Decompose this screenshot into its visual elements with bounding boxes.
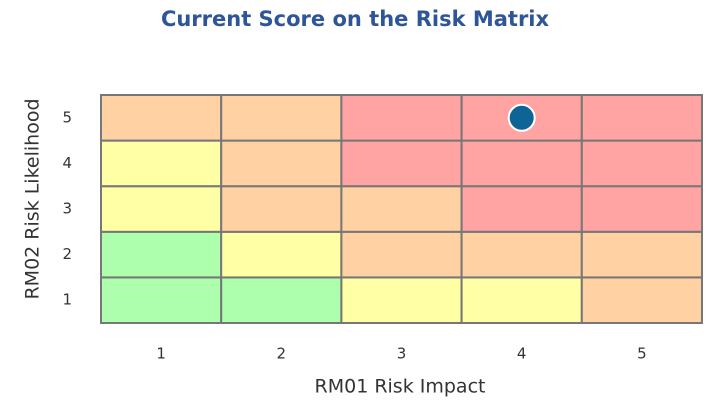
chart-title: Current Score on the Risk Matrix [161,7,550,31]
cell [100,94,223,142]
cell [580,276,703,324]
x-tick-label: 2 [277,345,287,363]
cell [460,276,583,324]
cell [220,230,343,279]
point [507,103,536,132]
cell [220,94,343,142]
cell [340,230,463,279]
y-tick-label: 4 [62,154,72,172]
x-tick-label: 1 [156,345,166,363]
cell [460,230,583,279]
y-tick-label: 1 [62,291,72,309]
cell [100,230,223,279]
y-tick-label: 2 [62,245,72,263]
cell [580,139,703,188]
cell [460,185,583,233]
cell [340,276,463,324]
cell [460,139,583,188]
cell [580,230,703,279]
cell [100,139,223,188]
cell [220,139,343,188]
cell [100,276,223,324]
x-tick-label: 5 [637,345,647,363]
cell [340,139,463,188]
y-axis-label: RM02 Risk Likelihood [22,98,44,299]
x-axis-label: RM01 Risk Impact [315,376,486,398]
cell [580,185,703,233]
cell [340,94,463,142]
y-tick-label: 5 [62,108,72,126]
cell [220,276,343,324]
y-tick-label: 3 [62,200,72,218]
cell [220,185,343,233]
cell [580,94,703,142]
cell [340,185,463,233]
x-tick-label: 3 [397,345,407,363]
cell [100,185,223,233]
x-tick-label: 4 [517,345,527,363]
